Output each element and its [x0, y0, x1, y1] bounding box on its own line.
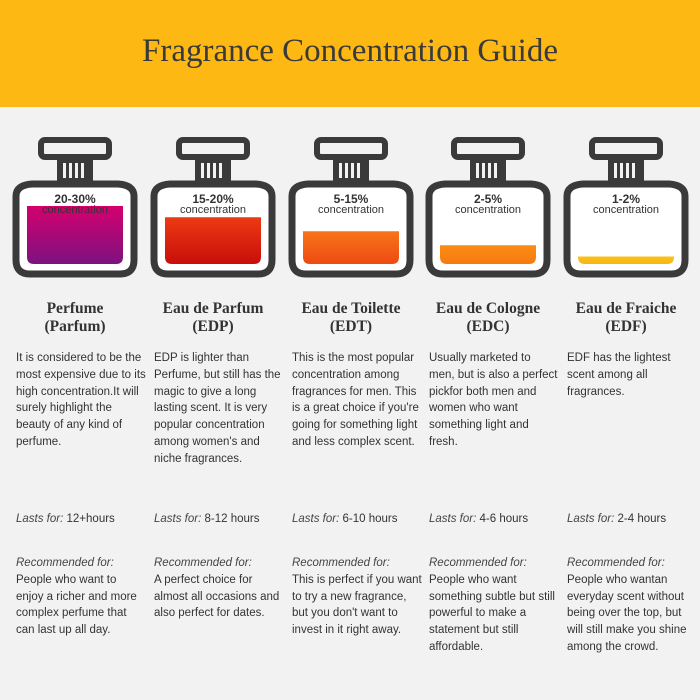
fragrance-abbr: (EDP)	[192, 318, 234, 335]
recommended-for: Recommended for: People who wantan everyd…	[567, 555, 697, 656]
fragrance-abbr: (Parfum)	[44, 318, 106, 335]
concentration-percent: 15-20%	[192, 192, 234, 206]
concentration-text: concentration	[592, 204, 660, 216]
concentration-percent: 20-30%	[54, 192, 96, 206]
concentration-label: 1-2% concentration	[563, 192, 689, 216]
lasts-for: Lasts for: 4-6 hours	[429, 513, 564, 525]
fragrance-abbr: (EDC)	[466, 318, 510, 335]
concentration-text: concentration	[179, 204, 247, 216]
lasts-for: Lasts for: 8-12 hours	[154, 513, 289, 525]
perfume-bottle-icon	[12, 137, 138, 278]
fragrance-description: EDP is lighter than Perfume, but still h…	[154, 352, 281, 465]
recommended-label: Recommended for:	[429, 557, 527, 569]
concentration-text: concentration	[454, 204, 522, 216]
lasts-for-value: 4-6 hours	[479, 513, 529, 525]
lasts-for-label: Lasts for:	[429, 513, 477, 525]
recommended-label: Recommended for:	[16, 557, 114, 569]
recommended-value: People who want to enjoy a richer and mo…	[16, 573, 137, 637]
fragrance-name: Eau de Toilette (EDT)	[282, 300, 420, 336]
liquid-fill	[578, 256, 674, 264]
concentration-label: 5-15% concentration	[288, 192, 414, 216]
concentration-percent: 5-15%	[333, 192, 369, 206]
concentration-label: 20-30% concentration	[12, 192, 138, 216]
fragrance-name: Eau de Fraiche (EDF)	[557, 300, 695, 336]
fragrance-name-text: Perfume	[46, 300, 104, 317]
perfume-bottle-icon	[425, 137, 551, 278]
perfume-bottle-icon	[563, 137, 689, 278]
perfume-bottle-icon	[288, 137, 414, 278]
recommended-value: People who wantan everyday scent without…	[567, 573, 687, 653]
perfume-bottle-icon	[150, 137, 276, 278]
lasts-for-value: 2-4 hours	[617, 513, 667, 525]
lasts-for-label: Lasts for:	[292, 513, 340, 525]
fragrance-abbr: (EDT)	[329, 318, 373, 335]
recommended-value: This is perfect if you want to try a new…	[292, 573, 422, 637]
fragrance-name-text: Eau de Cologne	[435, 300, 541, 317]
lasts-for-label: Lasts for:	[16, 513, 64, 525]
recommended-label: Recommended for:	[154, 557, 252, 569]
concentration-text: concentration	[317, 204, 385, 216]
fragrance-description: EDF has the lightest scent among all fra…	[567, 352, 671, 398]
liquid-fill	[303, 231, 399, 264]
concentration-percent: 2-5%	[473, 192, 502, 206]
header-banner: Fragrance Concentration Guide	[0, 0, 700, 107]
recommended-for: Recommended for: People who want to enjoy…	[16, 555, 146, 639]
lasts-for: Lasts for: 2-4 hours	[567, 513, 700, 525]
recommended-value: A perfect choice for almost all occasion…	[154, 573, 280, 620]
fragrance-name: Eau de Parfum (EDP)	[144, 300, 282, 336]
page-title: Fragrance Concentration Guide	[141, 33, 558, 69]
lasts-for-value: 6-10 hours	[342, 513, 398, 525]
fragrance-name-text: Eau de Fraiche	[575, 300, 677, 317]
liquid-fill	[440, 245, 536, 264]
fragrance-name-text: Eau de Toilette	[301, 300, 401, 317]
lasts-for: Lasts for: 12+hours	[16, 513, 151, 525]
fragrance-name: Perfume (Parfum)	[6, 300, 144, 336]
lasts-for-value: 12+hours	[66, 513, 115, 525]
recommended-for: Recommended for: This is perfect if you w…	[292, 555, 422, 639]
fragrance-name-text: Eau de Parfum	[162, 300, 264, 317]
lasts-for-label: Lasts for:	[567, 513, 615, 525]
lasts-for-value: 8-12 hours	[204, 513, 260, 525]
recommended-value: People who want something subtle but sti…	[429, 573, 555, 653]
recommended-for: Recommended for: People who want somethin…	[429, 555, 559, 656]
lasts-for: Lasts for: 6-10 hours	[292, 513, 427, 525]
fragrance-abbr: (EDF)	[605, 318, 647, 335]
concentration-label: 2-5% concentration	[425, 192, 551, 216]
recommended-label: Recommended for:	[567, 557, 665, 569]
recommended-label: Recommended for:	[292, 557, 390, 569]
fragrance-name: Eau de Cologne (EDC)	[419, 300, 557, 336]
lasts-for-label: Lasts for:	[154, 513, 202, 525]
liquid-fill	[27, 206, 123, 264]
liquid-fill	[165, 217, 261, 264]
concentration-percent: 1-2%	[611, 192, 640, 206]
concentration-text: concentration	[41, 204, 109, 216]
fragrance-description: Usually marketed to men, but is also a p…	[429, 352, 558, 448]
fragrance-description: This is the most popular concentration a…	[292, 352, 419, 448]
concentration-label: 15-20% concentration	[150, 192, 276, 216]
recommended-for: Recommended for: A perfect choice for alm…	[154, 555, 284, 622]
fragrance-description: It is considered to be the most expensiv…	[16, 352, 146, 448]
